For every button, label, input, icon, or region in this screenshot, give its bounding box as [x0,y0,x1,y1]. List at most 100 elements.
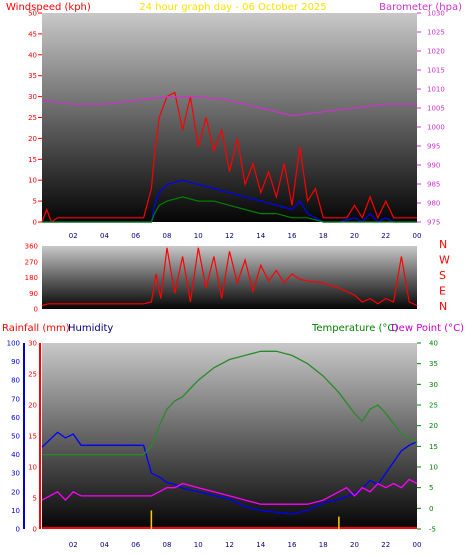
wind-series [41,91,417,223]
time-tick-label: 22 [381,232,390,240]
direction-tick-label: 360 [25,243,38,251]
direction-axis-ticks: 0 90 180 270 360 [25,243,38,314]
baro-tick-label: 980 [427,200,440,208]
humidity-tick-label: 0 [16,526,20,534]
time-tick-label: 02 [69,232,78,240]
baro-tick-label: 1000 [427,124,445,132]
temperature-tick-label: 15 [429,443,438,451]
time-tick-label: 14 [256,541,265,549]
time-tick-label: 14 [256,232,265,240]
series-line-3 [41,95,417,117]
time-tick-label: 22 [381,541,390,549]
temp-series [41,350,418,529]
humidity-tick-label: 90 [11,358,20,366]
rain-axis-label: Rainfall (mm) [2,323,70,334]
humidity-tick-label: 80 [11,377,20,385]
humidity-tick-label: 20 [11,488,20,496]
compass-label: E [439,285,446,298]
time-tick-label: 20 [350,541,359,549]
humidity-axis-ticks: 0 10 20 30 40 50 60 70 80 90 100 [7,340,20,534]
time-tick-label: 18 [319,232,328,240]
time-tick-label: 04 [100,541,109,549]
plot-area-temp [42,343,417,529]
temperature-tick-label: 0 [429,505,433,513]
humidity-tick-label: 100 [7,340,20,348]
baro-tick-label: 1010 [427,86,445,94]
baro-tick-label: 1020 [427,48,445,56]
time-tick-label: 08 [163,541,172,549]
wind-tick-label: 5 [33,198,37,206]
rain-tick-label: 30 [28,340,37,348]
wind-tick-label: 40 [28,51,37,59]
chart-title: 24 hour graph day - 06 October 2025 [139,2,326,13]
direction-series [41,247,418,307]
wind-tick-label: 30 [28,93,37,101]
time-tick-label: 00 [413,232,422,240]
time-tick-label: 06 [131,541,140,549]
temperature-tick-label: 40 [429,340,438,348]
series-line-1 [42,179,417,223]
baro-tick-label: 975 [427,219,440,227]
wind-tick-label: 15 [28,156,37,164]
baro-tick-label: 1015 [427,67,445,75]
time-tick-label: 06 [131,232,140,240]
compass-label: N [439,300,447,313]
time-tick-label: 12 [225,232,234,240]
baro-tick-label: 1030 [427,10,445,18]
wind-tick-label: 35 [28,72,37,80]
direction-tick-label: 180 [25,274,38,282]
temperature-tick-label: -5 [429,526,436,534]
time-tick-label: 16 [288,541,297,549]
wind-axis-label: Windspeed (kph) [6,2,91,13]
wind-tick-label: 10 [28,177,37,185]
time-tick-label: 16 [288,232,297,240]
wind-tick-label: 45 [28,30,37,38]
temperature-tick-label: 20 [429,422,438,430]
series-line-1 [42,350,418,456]
compass-label: S [439,269,446,282]
humidity-tick-label: 40 [11,451,20,459]
wind-tick-label: 25 [28,114,37,122]
rain-tick-label: 15 [28,433,37,441]
time-tick-label: 00 [413,541,422,549]
rain-tick-label: 5 [33,495,37,503]
direction-tick-label: 90 [29,290,38,298]
wind-axis-ticks: 0 5 10 15 20 25 30 35 40 45 50 [28,10,42,227]
wind-tick-label: 50 [28,10,37,18]
baro-tick-label: 995 [427,143,440,151]
humidity-tick-label: 70 [11,395,20,403]
rain-tick-label: 20 [28,402,37,410]
time-tick-label: 02 [69,541,78,549]
baro-tick-label: 985 [427,181,440,189]
temperature-tick-label: 10 [429,464,438,472]
time-tick-label: 12 [225,541,234,549]
time-tick-label: 20 [350,232,359,240]
direction-tick-label: 270 [25,258,38,266]
temperature-axis-label: Temperature (°C) [311,323,398,334]
compass-label: N [439,238,447,251]
humidity-tick-label: 10 [11,507,20,515]
rain-axis-ticks: 0 5 10 15 20 25 30 [28,340,37,534]
humidity-tick-label: 30 [11,470,20,478]
humidity-tick-label: 60 [11,414,20,422]
plot-area-wind [42,13,417,222]
wind-tick-label: 20 [28,135,37,143]
baro-axis-ticks: 975 980 985 990 995 1000 1005 1010 1015 1020 1025 1… [417,10,445,227]
direction-line-0 [41,247,418,307]
time-axis-ticks-1: 02 04 06 08 10 12 14 16 18 20 22 00 [69,232,422,240]
temperature-tick-label: 35 [429,360,438,368]
rain-tick-label: 0 [33,526,37,534]
dewpoint-axis-label: Dew Point (°C) [391,323,464,334]
direction-tick-label: 0 [34,306,38,314]
time-axis-ticks-3: 02 04 06 08 10 12 14 16 18 20 22 00 [69,541,422,549]
time-tick-label: 08 [163,232,172,240]
compass-label: W [439,254,450,267]
plot-area-direction [42,246,417,309]
time-tick-label: 04 [100,232,109,240]
time-tick-label: 10 [194,232,203,240]
series-line-0 [41,91,417,223]
time-tick-label: 18 [319,541,328,549]
baro-axis-label: Barometer (hpa) [379,2,462,13]
